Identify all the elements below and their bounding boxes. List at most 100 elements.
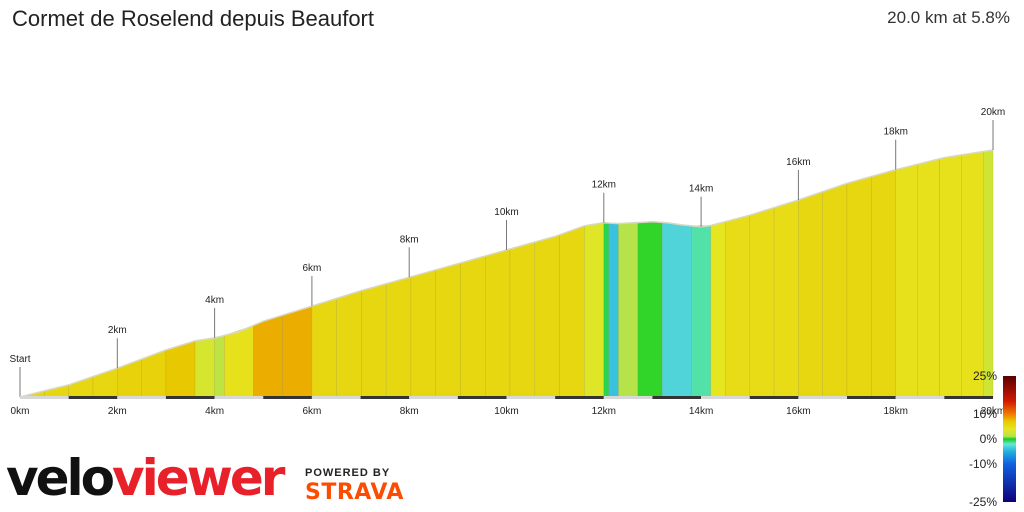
gradient-segment bbox=[798, 191, 824, 398]
marker-label: 20km bbox=[981, 107, 1005, 118]
axis-band bbox=[165, 396, 215, 399]
x-tick-label: 4km bbox=[205, 406, 224, 417]
gradient-segment bbox=[361, 283, 387, 398]
x-tick-label: 2km bbox=[108, 406, 127, 417]
profile-line bbox=[19, 149, 994, 398]
gradient-segment bbox=[710, 221, 726, 398]
x-tick-label: 8km bbox=[400, 406, 419, 417]
x-tick-label: 20km bbox=[981, 406, 1005, 417]
axis-band bbox=[944, 396, 993, 399]
gradient-segment bbox=[385, 276, 412, 398]
gradient-segment bbox=[435, 262, 461, 398]
x-tick-label: 18km bbox=[883, 406, 907, 417]
scale-label: 25% bbox=[973, 369, 997, 383]
axis-band bbox=[457, 396, 507, 399]
gradient-segment bbox=[773, 199, 799, 398]
axis-band bbox=[263, 396, 312, 399]
gradient-segment bbox=[68, 376, 94, 398]
marker-label: 12km bbox=[592, 180, 616, 191]
x-tick-label: 16km bbox=[786, 406, 810, 417]
veloviewer-logo[interactable]: veloviewer bbox=[6, 448, 285, 508]
profile-outline bbox=[19, 149, 994, 398]
gradient-segment bbox=[618, 222, 639, 398]
marker-label: 2km bbox=[108, 325, 127, 336]
scale-label: 10% bbox=[973, 407, 997, 421]
gradient-segment bbox=[917, 158, 940, 398]
gradient-segment bbox=[282, 305, 313, 398]
axis-band bbox=[20, 396, 69, 399]
gradient-segment bbox=[534, 234, 560, 398]
axis-band bbox=[555, 396, 604, 399]
gradient-segment bbox=[194, 337, 215, 398]
axis-band bbox=[311, 396, 361, 399]
axis-band bbox=[895, 396, 945, 399]
gradient-segment bbox=[484, 248, 511, 398]
gradient-segment bbox=[509, 241, 536, 398]
marker-label: 4km bbox=[205, 295, 224, 306]
marker-label: 6km bbox=[302, 263, 321, 274]
gradient-segment bbox=[749, 207, 775, 398]
gradient-segment bbox=[661, 222, 692, 398]
gradient-segment bbox=[117, 358, 142, 398]
gradient-segment bbox=[871, 169, 897, 398]
axis-band bbox=[652, 396, 702, 399]
axis-band bbox=[603, 396, 653, 399]
x-tick-label: 0km bbox=[11, 406, 30, 417]
axis-band bbox=[68, 396, 118, 399]
gradient-segment bbox=[961, 151, 984, 398]
axis-band bbox=[847, 396, 896, 399]
gradient-segment bbox=[583, 222, 605, 398]
gradient-segment bbox=[895, 163, 918, 398]
x-tick-label: 14km bbox=[689, 406, 713, 417]
axis-band bbox=[117, 396, 166, 399]
gradient-segment bbox=[410, 269, 437, 398]
axis-band bbox=[360, 396, 410, 399]
powered-by-label: POWERED BY bbox=[305, 467, 391, 479]
gradient-segment bbox=[460, 255, 486, 398]
gradient-segment bbox=[43, 384, 69, 398]
gradient-segment bbox=[224, 325, 254, 398]
gradient-segment bbox=[939, 154, 962, 398]
gradient-segment bbox=[725, 214, 751, 398]
scale-label: 0% bbox=[980, 432, 998, 446]
gradient-segment bbox=[608, 222, 619, 398]
scale-label: -10% bbox=[969, 457, 997, 471]
axis-band bbox=[749, 396, 799, 399]
strava-logo[interactable]: STRAVA bbox=[305, 480, 404, 505]
climb-summary: 20.0 km at 5.8% bbox=[887, 8, 1010, 27]
gradient-segment bbox=[253, 314, 284, 398]
chart-title: Cormet de Roselend depuis Beaufort bbox=[12, 6, 374, 31]
x-tick-label: 6km bbox=[302, 406, 321, 417]
marker-label: 10km bbox=[494, 207, 518, 218]
marker-label: 14km bbox=[689, 184, 713, 195]
gradient-scale-bar bbox=[1003, 376, 1016, 502]
gradient-segment bbox=[982, 149, 994, 398]
gradient-segment bbox=[822, 182, 848, 398]
gradient-segment bbox=[603, 222, 610, 398]
axis-band bbox=[214, 396, 264, 399]
logo-velo-text: velo bbox=[6, 449, 115, 507]
gradient-segment bbox=[214, 335, 225, 398]
marker-label: Start bbox=[9, 354, 30, 365]
x-axis: 0km 2km 4km 6km 8km 10km 12km 14km 16km 18km 20km bbox=[11, 396, 1005, 417]
gradient-segment bbox=[637, 222, 663, 398]
axis-band bbox=[798, 396, 848, 399]
gradient-segment bbox=[336, 290, 362, 398]
gradient-color-scale: 25% 10% 0% -10% -25% bbox=[969, 369, 1016, 509]
axis-band bbox=[701, 396, 750, 399]
gradient-segment bbox=[311, 297, 338, 398]
axis-band bbox=[506, 396, 556, 399]
marker-label: 8km bbox=[400, 234, 419, 245]
logo-viewer-text: viewer bbox=[112, 449, 285, 507]
x-tick-label: 10km bbox=[494, 406, 518, 417]
gradient-segment bbox=[691, 225, 712, 398]
gradient-segments bbox=[19, 149, 994, 398]
x-tick-label: 12km bbox=[592, 406, 616, 417]
gradient-segment bbox=[559, 225, 585, 398]
km-markers: Start 2km 4km 6km 8km 10km 12km 14km 16km 18km 20k… bbox=[9, 107, 1005, 397]
gradient-segment bbox=[846, 176, 872, 398]
marker-label: 18km bbox=[883, 127, 907, 138]
axis-band bbox=[409, 396, 458, 399]
scale-label: -25% bbox=[969, 495, 997, 509]
